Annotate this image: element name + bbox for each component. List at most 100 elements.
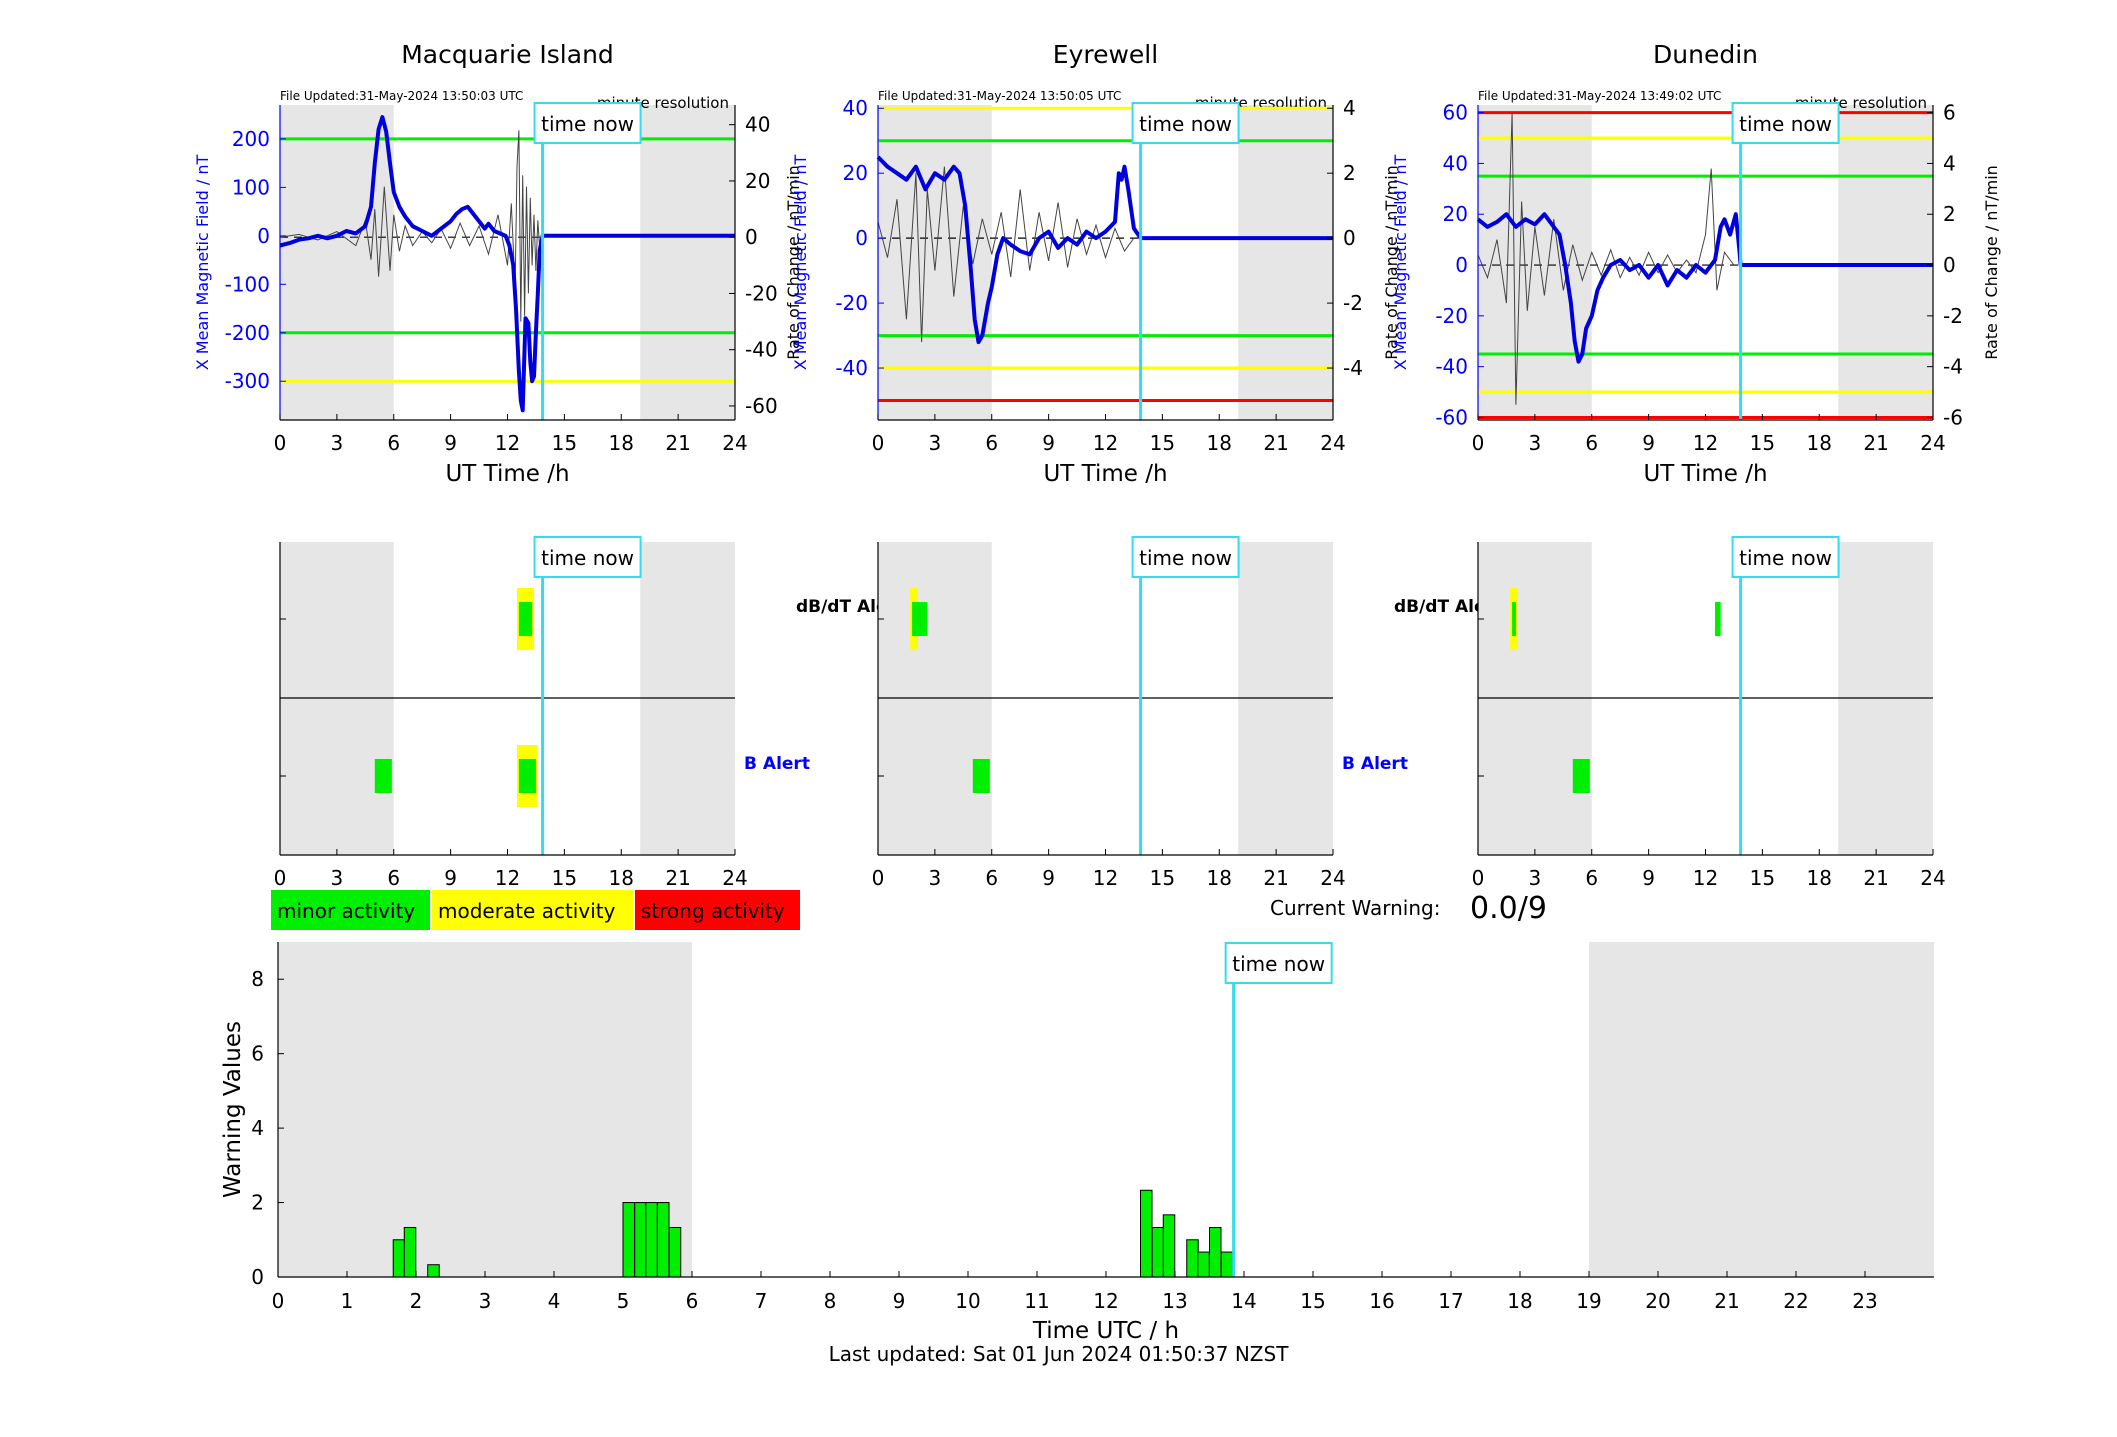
y-tick-label: 4: [251, 1116, 264, 1140]
x-tick-label: 0: [872, 431, 885, 455]
station-title: Macquarie Island: [401, 40, 614, 69]
night-band: [640, 105, 735, 420]
x-tick-label: 18: [609, 431, 634, 455]
b-alert-block: [972, 759, 990, 793]
left-y-tick-label: -40: [1435, 355, 1468, 379]
x-tick-label: 19: [1576, 1289, 1601, 1313]
current-warning-label: Current Warning:: [1270, 896, 1440, 920]
x-tick-label: 15: [1150, 431, 1175, 455]
b-alert-label: B Alert: [1342, 754, 1408, 774]
legend-item-minor: minor activity: [271, 890, 430, 930]
x-tick-label: 0: [274, 431, 287, 455]
left-y-tick-label: 20: [843, 161, 868, 185]
time-now-marker: time now: [533, 102, 642, 144]
y-tick-label: 6: [251, 1042, 264, 1066]
warning-bar: [645, 1202, 658, 1278]
time-now-marker: time now: [1131, 102, 1240, 144]
x-tick-label: 16: [1369, 1289, 1394, 1313]
right-y-tick-label: -40: [745, 338, 778, 362]
left-y-tick-label: -300: [225, 369, 270, 393]
field-panel-2: Eyrewell File Updated:31-May-2024 13:50:0…: [791, 40, 1401, 487]
x-tick-label: 21: [665, 866, 690, 890]
x-tick-label: 3: [1529, 866, 1542, 890]
file-updated-label: File Updated:31-May-2024 13:50:03 UTC: [280, 89, 523, 103]
dbdt-alert-label: dB/dT Alert: [796, 597, 904, 617]
x-tick-label: 21: [665, 431, 690, 455]
warning-bar: [392, 1239, 406, 1278]
x-tick-label: 24: [722, 431, 747, 455]
right-y-tick-label: 40: [745, 113, 770, 137]
right-y-axis-label: Rate of Change / nT/min: [784, 165, 803, 360]
warning-bar: [1151, 1226, 1165, 1278]
field-trace: [876, 155, 1333, 345]
field-panel-3: Dunedin File Updated:31-May-2024 13:49:02…: [1391, 40, 2001, 487]
right-y-tick-label: 2: [1943, 202, 1956, 226]
x-tick-label: 6: [985, 431, 998, 455]
left-y-axis-label: X Mean Magnetic Field / nT: [193, 155, 212, 371]
field-trace: [1476, 212, 1933, 364]
dbdt-alert-block: [518, 602, 533, 636]
x-tick-label: 6: [387, 866, 400, 890]
right-y-tick-label: -2: [1343, 291, 1363, 315]
x-tick-label: 21: [1863, 431, 1888, 455]
right-y-tick-label: -60: [745, 394, 778, 418]
b-alert-block: [518, 759, 536, 793]
right-y-tick-label: 0: [745, 225, 758, 249]
station-title: Dunedin: [1653, 40, 1758, 69]
x-tick-label: 9: [1642, 431, 1655, 455]
x-tick-label: 1: [341, 1289, 354, 1313]
time-now-label: time now: [1739, 546, 1832, 570]
last-updated-footer: Last updated: Sat 01 Jun 2024 01:50:37 N…: [828, 1342, 1289, 1366]
x-axis-label: UT Time /h: [1043, 461, 1167, 487]
field-trace: [279, 115, 735, 413]
left-y-tick-label: -20: [1435, 304, 1468, 328]
right-y-tick-label: 4: [1343, 96, 1356, 120]
right-y-tick-label: -4: [1343, 356, 1363, 380]
time-now-box: [1131, 102, 1240, 144]
warning-values-chart: 0 1 2 3 4 5 6 7 8 9 10 11 12 13 14 15 16 17 18 19 20 21 22 2302…: [220, 942, 1934, 1344]
x-tick-label: 12: [1093, 1289, 1118, 1313]
time-now-marker: time now: [1731, 102, 1840, 144]
x-tick-label: 3: [929, 866, 942, 890]
warning-bar: [1220, 1251, 1234, 1278]
time-now-box: [533, 536, 642, 578]
warning-bar: [1186, 1239, 1199, 1278]
right-y-tick-label: 0: [1343, 226, 1356, 250]
x-axis-label: Time UTC / h: [1032, 1318, 1179, 1344]
right-y-tick-label: -2: [1943, 304, 1963, 328]
x-tick-label: 0: [1472, 431, 1485, 455]
x-tick-label: 23: [1852, 1289, 1877, 1313]
left-y-tick-label: -20: [835, 291, 868, 315]
left-y-tick-label: -200: [225, 321, 270, 345]
x-tick-label: 15: [552, 431, 577, 455]
x-tick-label: 24: [1320, 431, 1345, 455]
b-alert-label: B Alert: [744, 754, 810, 774]
x-tick-label: 24: [1920, 866, 1945, 890]
legend-swatch: [432, 890, 633, 930]
alert-panel-3: 0 3 6 9 12 15 18 21 24: [1472, 542, 1946, 890]
left-y-tick-label: 0: [257, 224, 270, 248]
x-tick-label: 3: [929, 431, 942, 455]
x-tick-label: 18: [1507, 1289, 1532, 1313]
x-tick-label: 0: [872, 866, 885, 890]
warning-bar: [1162, 1214, 1176, 1278]
time-now-label: time now: [1139, 546, 1232, 570]
x-tick-label: 0: [272, 1289, 285, 1313]
warning-bar: [1197, 1251, 1210, 1278]
right-y-tick-label: 6: [1943, 101, 1956, 125]
x-axis-label: UT Time /h: [445, 461, 569, 487]
warning-bar: [634, 1202, 647, 1278]
x-tick-label: 9: [1042, 866, 1055, 890]
x-tick-label: 7: [755, 1289, 768, 1313]
y-tick-label: 8: [251, 967, 264, 991]
x-tick-label: 24: [722, 866, 747, 890]
time-now-marker: time now: [1131, 536, 1240, 578]
warning-bar: [403, 1226, 417, 1278]
right-y-tick-label: 0: [1943, 253, 1956, 277]
x-tick-label: 21: [1863, 866, 1888, 890]
legend-item-moderate: moderate activity: [432, 890, 633, 930]
dbdt-alert-label: dB/dT Alert: [1394, 597, 1502, 617]
x-tick-label: 18: [1207, 431, 1232, 455]
x-tick-label: 9: [893, 1289, 906, 1313]
